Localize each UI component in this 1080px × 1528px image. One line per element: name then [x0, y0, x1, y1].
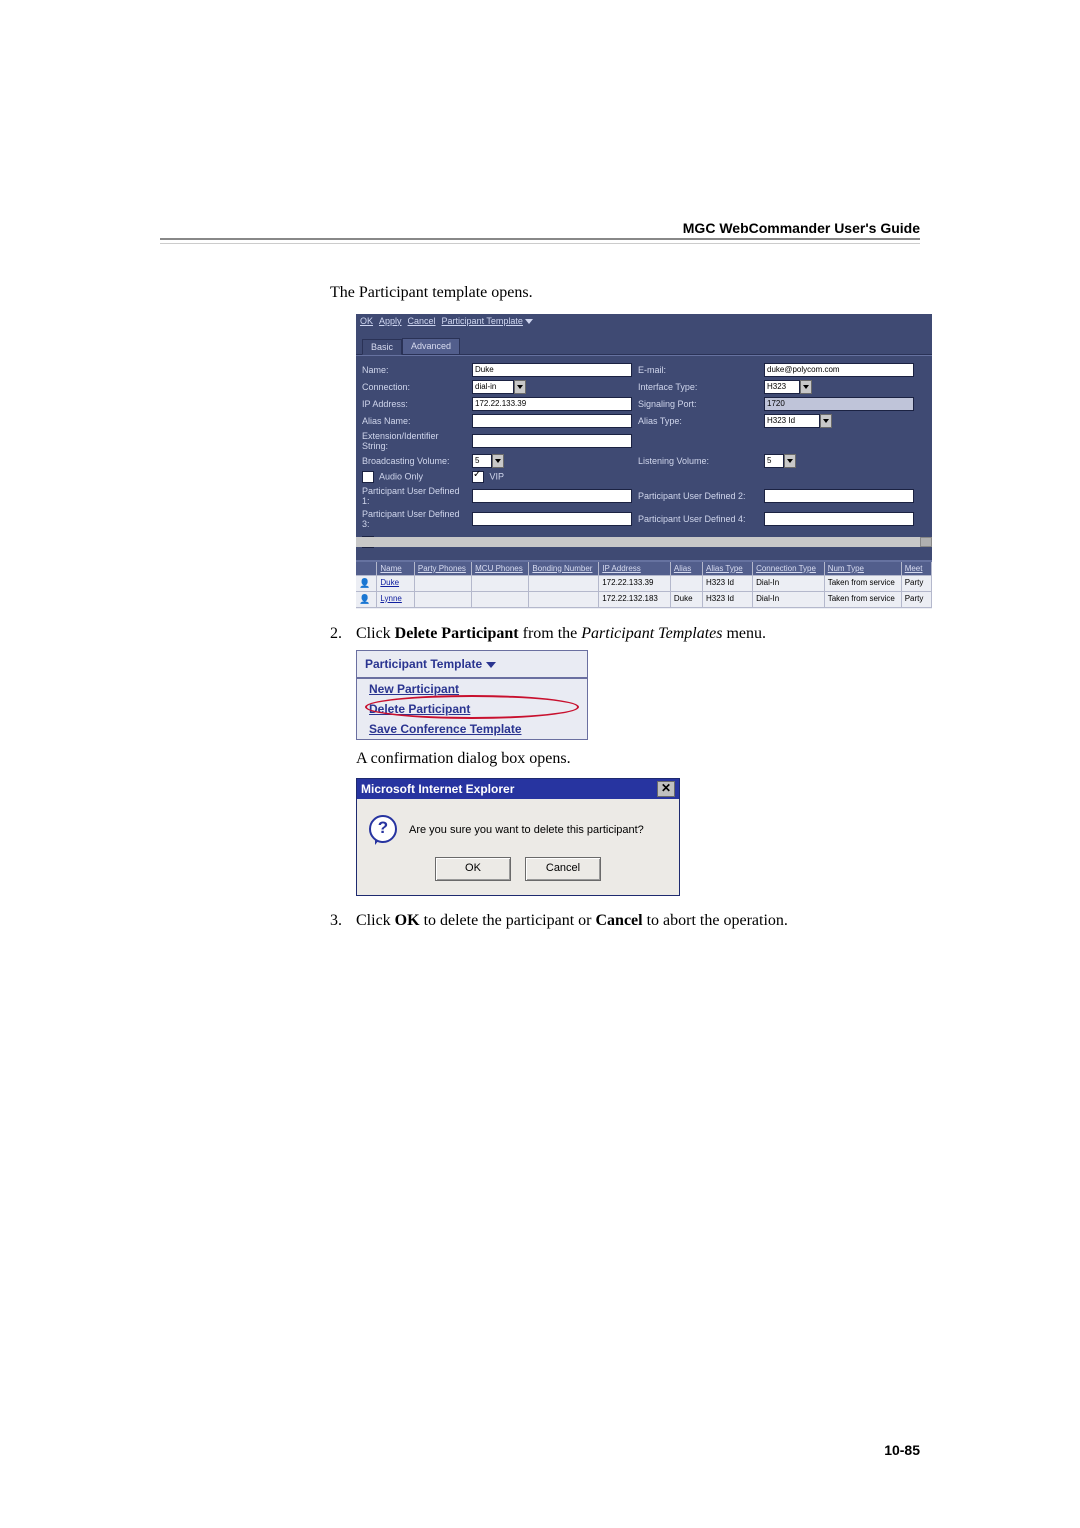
- menu-item-save-conf-template[interactable]: Save Conference Template: [357, 719, 587, 739]
- checkbox-audio-only[interactable]: [362, 471, 374, 483]
- participant-template-menu[interactable]: Participant Template: [442, 316, 533, 326]
- ok-button[interactable]: OK: [435, 857, 511, 881]
- participant-template-screenshot: OK Apply Cancel Participant Template Bas…: [356, 314, 932, 609]
- dialog-title: Microsoft Internet Explorer: [361, 782, 514, 796]
- template-topbar: OK Apply Cancel Participant Template: [356, 314, 932, 328]
- checkbox-vip[interactable]: [472, 471, 484, 483]
- field-pud3[interactable]: [472, 512, 632, 526]
- field-name[interactable]: Duke: [472, 363, 632, 377]
- header-rule: [160, 238, 920, 244]
- label-bvol: Broadcasting Volume:: [362, 456, 466, 466]
- select-bvol[interactable]: 5: [472, 454, 632, 468]
- label-lvol: Listening Volume:: [638, 456, 758, 466]
- confirmation-dialog: Microsoft Internet Explorer ✕ ? Are you …: [356, 778, 680, 896]
- step3-text: Click OK to delete the participant or Ca…: [356, 910, 920, 932]
- field-email[interactable]: duke@polycom.com: [764, 363, 914, 377]
- table-row[interactable]: 👤 Lynne 172.22.132.183 Duke H323 Id Dial…: [356, 592, 932, 608]
- apply-link[interactable]: Apply: [379, 316, 402, 326]
- page-number: 10-85: [884, 1442, 920, 1458]
- table-row[interactable]: 👤 Duke 172.22.133.39 H323 Id Dial-In Tak…: [356, 576, 932, 592]
- page-header: MGC WebCommander User's Guide: [683, 220, 920, 236]
- step-number: 3.: [330, 910, 356, 932]
- menu-screenshot: Participant Template New Participant Del…: [356, 650, 588, 740]
- label-conn: Connection:: [362, 382, 466, 392]
- chevron-down-icon: [486, 662, 496, 668]
- field-ext[interactable]: [472, 434, 632, 448]
- question-icon: ?: [367, 815, 397, 845]
- table-header: Name Party Phones MCU Phones Bonding Num…: [356, 562, 932, 576]
- cancel-link[interactable]: Cancel: [408, 316, 436, 326]
- menu-item-new-participant[interactable]: New Participant: [357, 679, 587, 699]
- menu-title[interactable]: Participant Template: [357, 651, 587, 679]
- field-ip[interactable]: 172.22.133.39: [472, 397, 632, 411]
- dialog-titlebar: Microsoft Internet Explorer ✕: [357, 779, 679, 799]
- select-itype[interactable]: H323: [764, 380, 914, 394]
- label-sig: Signaling Port:: [638, 399, 758, 409]
- field-pud4[interactable]: [764, 512, 914, 526]
- participant-icon: 👤: [356, 576, 377, 591]
- tab-basic[interactable]: Basic: [362, 339, 402, 355]
- tab-advanced[interactable]: Advanced: [402, 338, 460, 354]
- close-icon[interactable]: ✕: [657, 781, 675, 797]
- label-pud3: Participant User Defined 3:: [362, 509, 466, 529]
- cancel-button[interactable]: Cancel: [525, 857, 601, 881]
- ok-link[interactable]: OK: [360, 316, 373, 326]
- label-name: Name:: [362, 365, 466, 375]
- hscrollbar[interactable]: [356, 537, 932, 547]
- tabs: Basic Advanced: [362, 338, 932, 354]
- vip-cell: VIP: [472, 471, 632, 483]
- confirm-opens-text: A confirmation dialog box opens.: [356, 748, 920, 770]
- step-number: 2.: [330, 623, 356, 645]
- select-lvol[interactable]: 5: [764, 454, 914, 468]
- label-pud4: Participant User Defined 4:: [638, 514, 758, 524]
- dialog-message: Are you sure you want to delete this par…: [409, 824, 644, 836]
- select-aliast[interactable]: H323 Id: [764, 414, 914, 428]
- select-conn[interactable]: dial-in: [472, 380, 632, 394]
- label-pud1: Participant User Defined 1:: [362, 486, 466, 506]
- field-sig: 1720: [764, 397, 914, 411]
- audio-only-cell: Audio Only: [362, 471, 466, 483]
- participant-icon: 👤: [356, 592, 377, 607]
- participants-table: Name Party Phones MCU Phones Bonding Num…: [356, 560, 932, 609]
- label-ext: Extension/Identifier String:: [362, 431, 466, 451]
- label-aliasn: Alias Name:: [362, 416, 466, 426]
- step2-text: Click Delete Participant from the Partic…: [356, 623, 920, 645]
- label-email: E-mail:: [638, 365, 758, 375]
- field-pud2[interactable]: [764, 489, 914, 503]
- field-pud1[interactable]: [472, 489, 632, 503]
- label-itype: Interface Type:: [638, 382, 758, 392]
- intro-text: The Participant template opens.: [330, 282, 920, 304]
- field-aliasn[interactable]: [472, 414, 632, 428]
- menu-item-delete-participant[interactable]: Delete Participant: [357, 699, 587, 719]
- label-pud2: Participant User Defined 2:: [638, 491, 758, 501]
- label-aliast: Alias Type:: [638, 416, 758, 426]
- label-ip: IP Address:: [362, 399, 466, 409]
